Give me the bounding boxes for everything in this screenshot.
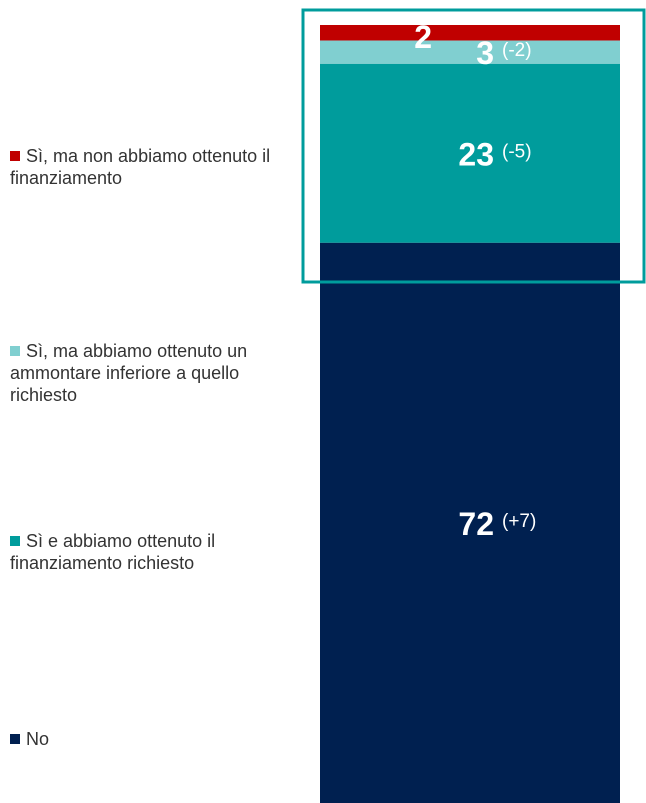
value-label: 72: [458, 506, 494, 542]
legend-entry: Sì e abbiamo ottenuto il finanziamento r…: [10, 530, 272, 574]
highlight-box: [301, 8, 646, 284]
legend-swatch: [10, 734, 20, 744]
value-label: 23: [458, 136, 494, 172]
legend-swatch: [10, 151, 20, 161]
bar-segment: [320, 63, 620, 243]
change-label: (-5): [502, 141, 532, 162]
legend-swatch: [10, 536, 20, 546]
legend-label: Sì, ma abbiamo ottenuto un ammontare inf…: [10, 341, 248, 405]
legend-entry: Sì, ma abbiamo ottenuto un ammontare inf…: [10, 340, 272, 406]
change-label: (+7): [502, 511, 536, 532]
value-label: 2: [414, 19, 432, 55]
bar-segment: [320, 242, 620, 803]
bar-segment: [320, 40, 620, 64]
bar-segment: [320, 25, 620, 41]
legend-swatch: [10, 346, 20, 356]
legend-entry: No: [10, 728, 272, 750]
legend-label: No: [26, 729, 50, 749]
legend-label: Sì e abbiamo ottenuto il finanziamento r…: [10, 531, 216, 573]
bar-group: [320, 25, 620, 803]
legend-entry: Sì, ma non abbiamo ottenuto il finanziam…: [10, 145, 272, 189]
value-label: 3: [476, 35, 494, 71]
legend-label: Sì, ma non abbiamo ottenuto il finanziam…: [10, 146, 271, 188]
change-label: (-2): [502, 40, 532, 61]
